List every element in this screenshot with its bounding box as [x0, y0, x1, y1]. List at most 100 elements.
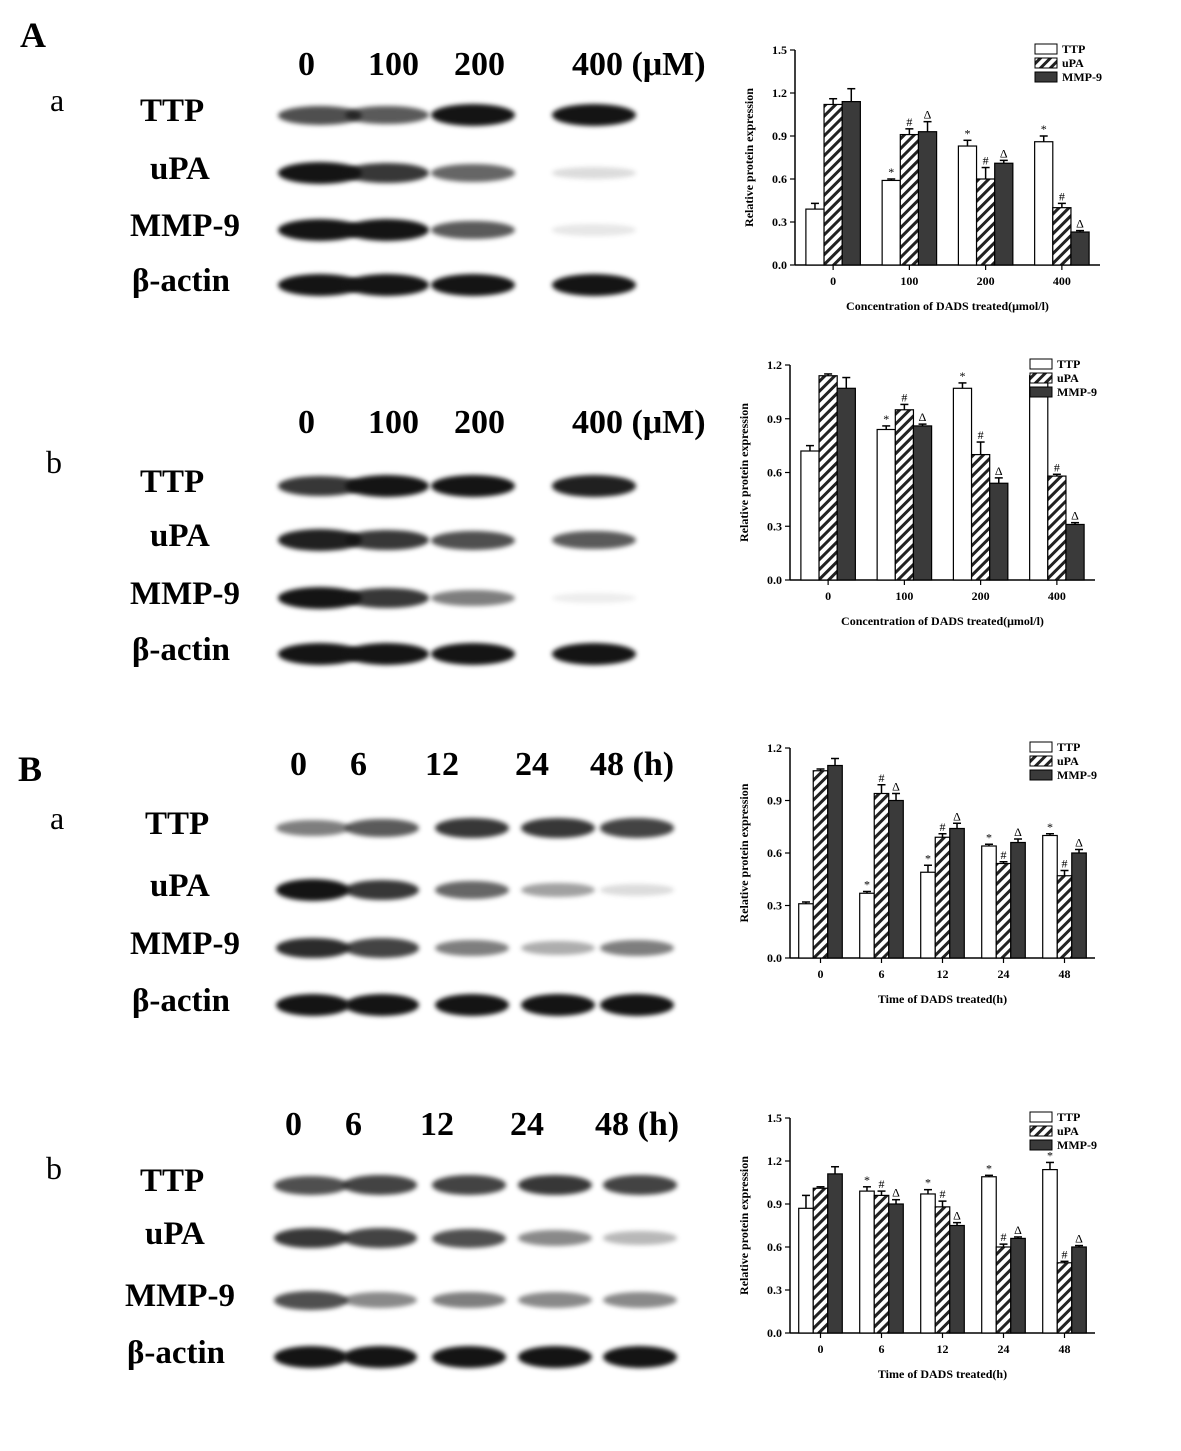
band-label: β-actin [132, 263, 231, 299]
bar [873, 792, 890, 959]
protein-band [432, 1228, 506, 1248]
protein-band [552, 475, 636, 497]
protein-band [278, 105, 362, 125]
protein-band [345, 587, 429, 609]
significance-mark: Δ [924, 108, 932, 122]
x-tick-label: 48 [1059, 967, 1071, 981]
protein-band [278, 274, 362, 296]
bar [1010, 841, 1026, 959]
protein-band [603, 1292, 677, 1308]
bar [798, 903, 814, 959]
protein-band [345, 105, 429, 125]
significance-mark: # [978, 428, 984, 442]
bar [917, 131, 938, 266]
y-axis-label: Relative protein expression [737, 403, 751, 542]
protein-band [552, 167, 636, 179]
legend-label: MMP-9 [1062, 70, 1102, 84]
bar [975, 178, 996, 266]
protein-band [278, 219, 362, 241]
legend-swatch [1034, 43, 1058, 55]
significance-mark: Δ [1075, 836, 1083, 850]
y-tick-label: 1.2 [767, 1154, 782, 1168]
bar [981, 845, 997, 959]
lane-header: 12 [420, 1106, 454, 1143]
bar [920, 871, 936, 959]
x-tick-label: 6 [879, 1342, 885, 1356]
y-tick-label: 0.3 [767, 1283, 782, 1297]
protein-band [431, 104, 515, 126]
bar [1056, 875, 1073, 959]
band-label: uPA [150, 518, 210, 554]
band-label: MMP-9 [130, 576, 240, 612]
legend-label: MMP-9 [1057, 768, 1097, 782]
legend-label: MMP-9 [1057, 1138, 1097, 1152]
bar [1047, 475, 1067, 581]
x-axis-label: Concentration of DADS treated(μmol/l) [841, 614, 1044, 628]
significance-mark: # [940, 820, 946, 834]
bar-chart-panel: 0.0 0.3 0.6 0.9 1.2 Relative protein expressi… [737, 357, 1097, 628]
protein-band [431, 164, 515, 182]
y-tick-label: 1.2 [772, 86, 787, 100]
significance-mark: # [879, 1177, 885, 1191]
bar [798, 1207, 814, 1334]
protein-band [431, 589, 515, 607]
x-tick-label: 48 [1059, 1342, 1071, 1356]
lane-header: 0 [290, 746, 307, 783]
lane-header: 24 [515, 746, 549, 783]
y-tick-label: 0.9 [767, 794, 782, 808]
protein-band [432, 1346, 506, 1368]
significance-mark: * [1047, 820, 1053, 834]
protein-band [435, 939, 509, 957]
x-tick-label: 200 [972, 589, 990, 603]
y-tick-label: 1.5 [767, 1111, 782, 1125]
band-label: uPA [150, 868, 210, 904]
protein-band [431, 220, 515, 240]
protein-band [603, 1231, 677, 1245]
bar [994, 162, 1014, 266]
significance-mark: # [1054, 460, 1060, 474]
protein-band [276, 994, 350, 1016]
y-tick-label: 0.0 [767, 951, 782, 965]
protein-band [343, 1228, 417, 1248]
bar [989, 482, 1009, 581]
section-label-a: A [20, 15, 46, 55]
section-label-b: B [18, 749, 43, 789]
bar [1071, 1246, 1087, 1334]
x-tick-label: 6 [879, 967, 885, 981]
protein-band [343, 1175, 417, 1195]
significance-mark: * [1047, 1148, 1053, 1162]
legend-label: uPA [1057, 371, 1079, 385]
significance-mark: * [986, 1161, 992, 1175]
bar [859, 1190, 875, 1334]
protein-band [603, 1346, 677, 1368]
protein-band [274, 1346, 348, 1368]
y-tick-label: 0.0 [767, 573, 782, 587]
bar [859, 892, 875, 959]
bar [812, 1187, 829, 1334]
y-axis-label: Relative protein expression [742, 88, 756, 227]
protein-band [431, 643, 515, 665]
protein-band [552, 592, 636, 604]
significance-mark: * [864, 1173, 870, 1187]
bar [805, 208, 825, 266]
bar [876, 428, 896, 581]
significance-mark: Δ [919, 410, 927, 424]
significance-mark: Δ [1000, 146, 1008, 160]
bar [995, 1246, 1012, 1334]
bar [800, 450, 820, 581]
protein-band [552, 643, 636, 665]
bar [949, 1224, 965, 1334]
western-blot-panel: 0 6 12 24 48 (h) TTP uPA MMP-9 β-actin [115, 1100, 710, 1390]
bar [934, 1206, 951, 1334]
western-blot-panel: 0 6 12 24 48 (h) TTP uPA MMP-9 β-actin [120, 740, 710, 1030]
lane-header: 0 [298, 404, 315, 441]
bar [841, 100, 861, 266]
protein-band [276, 819, 350, 837]
y-axis-label: Relative protein expression [737, 783, 751, 922]
legend-label: uPA [1057, 754, 1079, 768]
bar [995, 862, 1012, 959]
x-tick-label: 0 [825, 589, 831, 603]
protein-band [552, 104, 636, 126]
legend-label: TTP [1057, 1110, 1080, 1124]
protein-band [521, 882, 595, 898]
